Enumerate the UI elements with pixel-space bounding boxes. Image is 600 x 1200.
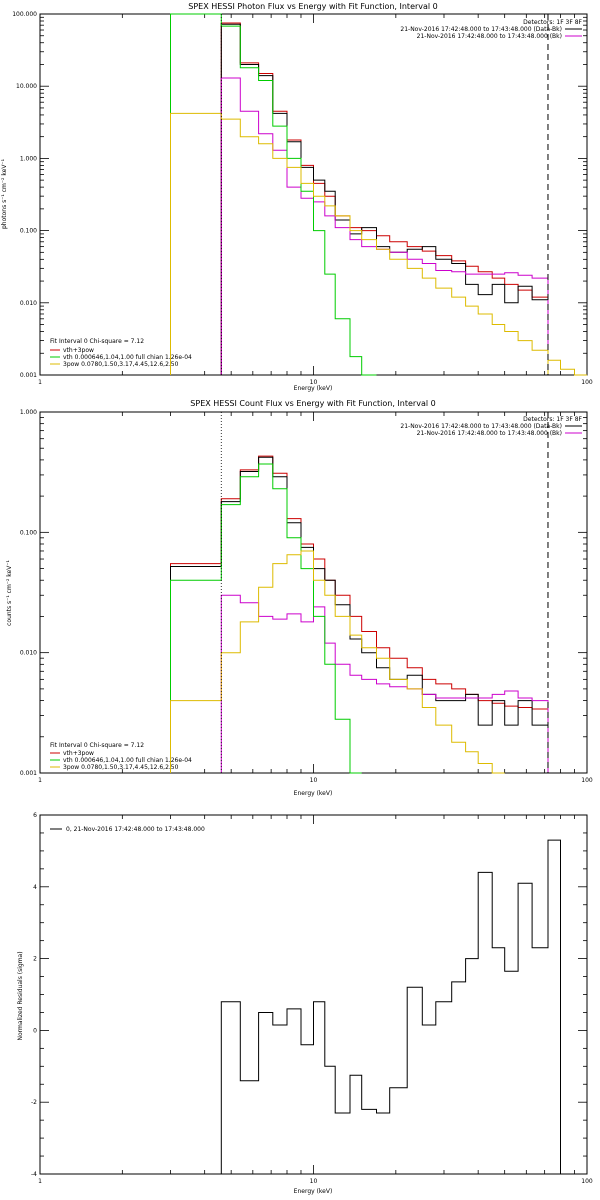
count-ytick-label: 0.001: [20, 770, 37, 777]
photon-fit-header: Fit Interval 0 Chi-square = 7.12: [50, 338, 144, 345]
count-detectors: Detectors: 1F 3F 8F: [523, 416, 582, 423]
photon-series-3pow-tail: [547, 359, 587, 376]
photon-legend-data: 21-Nov-2016 17:42:48.000 to 17:43:48.000…: [400, 26, 562, 33]
residual-ytick-label: 0: [33, 1027, 37, 1034]
count-title: SPEX HESSI Count Flux vs Energy with Fit…: [190, 399, 435, 408]
count-fit-header: Fit Interval 0 Chi-square = 7.12: [50, 742, 144, 749]
photon-ytick-label: 100.000: [12, 11, 37, 18]
count-series-vth: [170, 463, 362, 774]
photon-xtick-label: 10: [310, 379, 318, 386]
residual-ytick-label: 2: [33, 956, 37, 963]
photon-xlabel: Energy (keV): [294, 385, 333, 392]
count-fit-legend-2: vth 0.000646,1.04,1.00 full chian 1.26e-…: [63, 757, 192, 764]
photon-detectors: Detectors: 1F 3F 8F: [523, 19, 582, 26]
residual-legend: 0, 21-Nov-2016 17:42:48.000 to 17:43:48.…: [66, 826, 205, 833]
residual-xtick-label: 100: [581, 1178, 593, 1185]
residual-ylabel: Normalized Residuals (sigma): [17, 951, 24, 1040]
count-fit-legend-3: 3pow 0.0780,1.50,3.17,4.45,12.6,2.50: [63, 764, 179, 771]
photon-ylabel: photons s⁻¹ cm⁻² keV⁻¹: [1, 158, 8, 229]
photon-fit-legend-2: vth 0.000646,1.04,1.00 full chian 1.26e-…: [63, 354, 192, 361]
residual-xtick-label: 10: [310, 1178, 318, 1185]
residual-ytick-label: -4: [31, 1171, 37, 1178]
photon-xtick-label: 1: [38, 379, 42, 386]
residual-xlabel: Energy (keV): [294, 1188, 333, 1195]
photon-title: SPEX HESSI Photon Flux vs Energy with Fi…: [188, 2, 438, 11]
count-xtick-label: 100: [581, 777, 593, 784]
photon-series-vth-3pow: [220, 22, 549, 375]
photon-ytick-label: 0.010: [20, 300, 37, 307]
count-xtick-label: 1: [38, 777, 42, 784]
count-xtick-label: 10: [310, 777, 318, 784]
residual-series: [220, 839, 561, 1174]
photon-series-3pow: [170, 112, 549, 375]
photon-legend-bk: 21-Nov-2016 17:42:48.000 to 17:43:48.000…: [417, 33, 562, 40]
photon-series-data-bk: [220, 23, 549, 375]
photon-ytick-label: 0.100: [20, 228, 37, 235]
count-series-bk: [220, 594, 549, 773]
count-ytick-label: 0.010: [20, 650, 37, 657]
count-ytick-label: 0.100: [20, 529, 37, 536]
photon-series-vth: [170, 13, 377, 376]
count-legend-data: 21-Nov-2016 17:42:48.000 to 17:43:48.000…: [400, 423, 562, 430]
residual-ytick-label: -2: [31, 1099, 37, 1106]
count-series-3pow: [170, 550, 505, 774]
count-legend-bk: 21-Nov-2016 17:42:48.000 to 17:43:48.000…: [417, 430, 562, 437]
count-ylabel: counts s⁻¹ cm⁻² keV⁻¹: [6, 560, 13, 626]
photon-ytick-label: 1.000: [20, 155, 37, 162]
photon-ytick-label: 10.000: [16, 83, 37, 90]
count-ytick-label: 1.000: [20, 409, 37, 416]
photon-fit-legend-3: 3pow 0.0780,1.50,3.17,4.45,12.6,2.50: [63, 361, 179, 368]
residual-ytick-label: 4: [33, 884, 37, 891]
count-xlabel: Energy (keV): [294, 790, 333, 797]
count-fit-legend-1: vth+3pow: [63, 750, 94, 757]
residual-ytick-label: 6: [33, 812, 37, 819]
photon-ytick-label: 0.001: [20, 372, 37, 379]
residual-xtick-label: 1: [38, 1178, 42, 1185]
photon-fit-legend-1: vth+3pow: [63, 347, 94, 354]
photon-xtick-label: 100: [581, 379, 593, 386]
